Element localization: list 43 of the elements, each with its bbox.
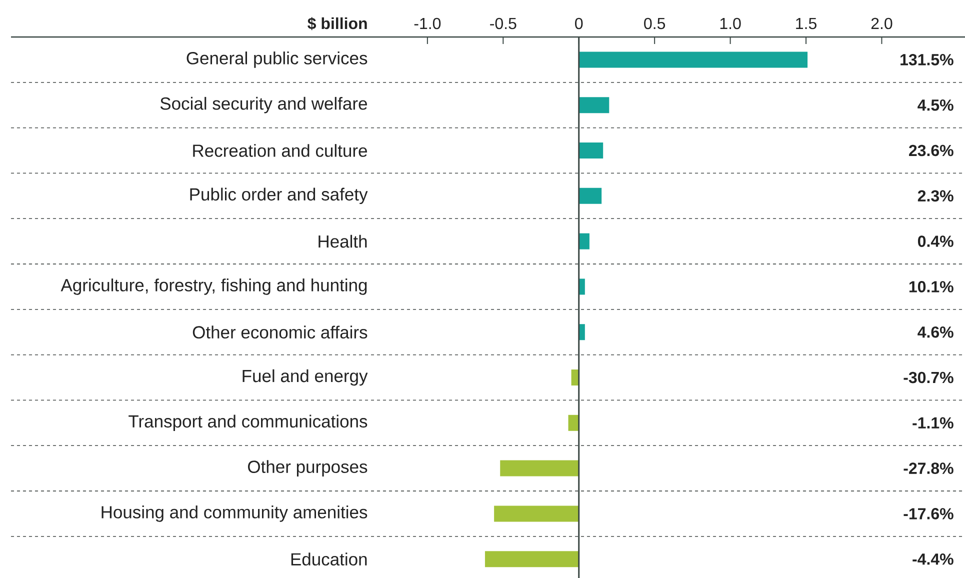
y-tick-label: Recreation and culture — [193, 144, 367, 157]
annotation: 2.3% — [918, 190, 954, 202]
bar — [578, 97, 610, 114]
annotation: 4.6% — [918, 326, 954, 338]
bar — [578, 278, 585, 295]
y-tick-label: Public order and safety — [190, 188, 368, 204]
bar — [578, 142, 604, 158]
y-tick-label: Transport and communications — [128, 414, 368, 432]
bar — [578, 324, 585, 340]
y-tick-label: Housing and community amenities — [102, 506, 368, 522]
bar — [494, 506, 579, 522]
annotation: 131.5% — [900, 54, 954, 66]
annotation: -17.6% — [904, 508, 954, 520]
x-tick-label: -0.5 — [490, 18, 516, 30]
y-tick-label: Other purposes — [248, 460, 368, 476]
annotation: -30.7% — [904, 372, 954, 384]
x-tick-label: 1.5 — [796, 18, 816, 30]
x-tick-label: 2.0 — [871, 18, 892, 30]
y-tick-label: Health — [318, 234, 367, 248]
annotation: -27.8% — [904, 462, 954, 474]
x-tick-label: 0.5 — [644, 18, 666, 30]
bar — [568, 414, 579, 431]
annotation: 0.4% — [918, 236, 954, 247]
bar — [578, 188, 602, 204]
y-tick-label: Agriculture, forestry, fishing and hunting — [60, 278, 367, 295]
annotation: 10.1% — [909, 281, 954, 292]
annotation: 23.6% — [909, 144, 954, 156]
bar — [578, 233, 590, 250]
y-tick-label: General public services — [186, 52, 368, 68]
bar — [484, 551, 579, 568]
x-tick-label: -1.0 — [414, 18, 441, 30]
x-axis-title: $ billion — [308, 17, 367, 30]
annotation: 4.5% — [918, 99, 954, 111]
annotation: -4.4% — [912, 553, 954, 565]
bar — [578, 52, 808, 68]
y-tick-label: Other economic affairs — [192, 326, 368, 339]
annotation: -1.1% — [912, 417, 954, 429]
y-tick-label: Social security and welfare — [160, 96, 367, 114]
y-tick-label: Education — [291, 552, 367, 566]
y-tick-label: Fuel and energy — [242, 369, 368, 386]
x-tick-label: 0 — [575, 18, 583, 30]
x-tick-label: 1.0 — [720, 18, 741, 30]
bar — [500, 460, 579, 476]
